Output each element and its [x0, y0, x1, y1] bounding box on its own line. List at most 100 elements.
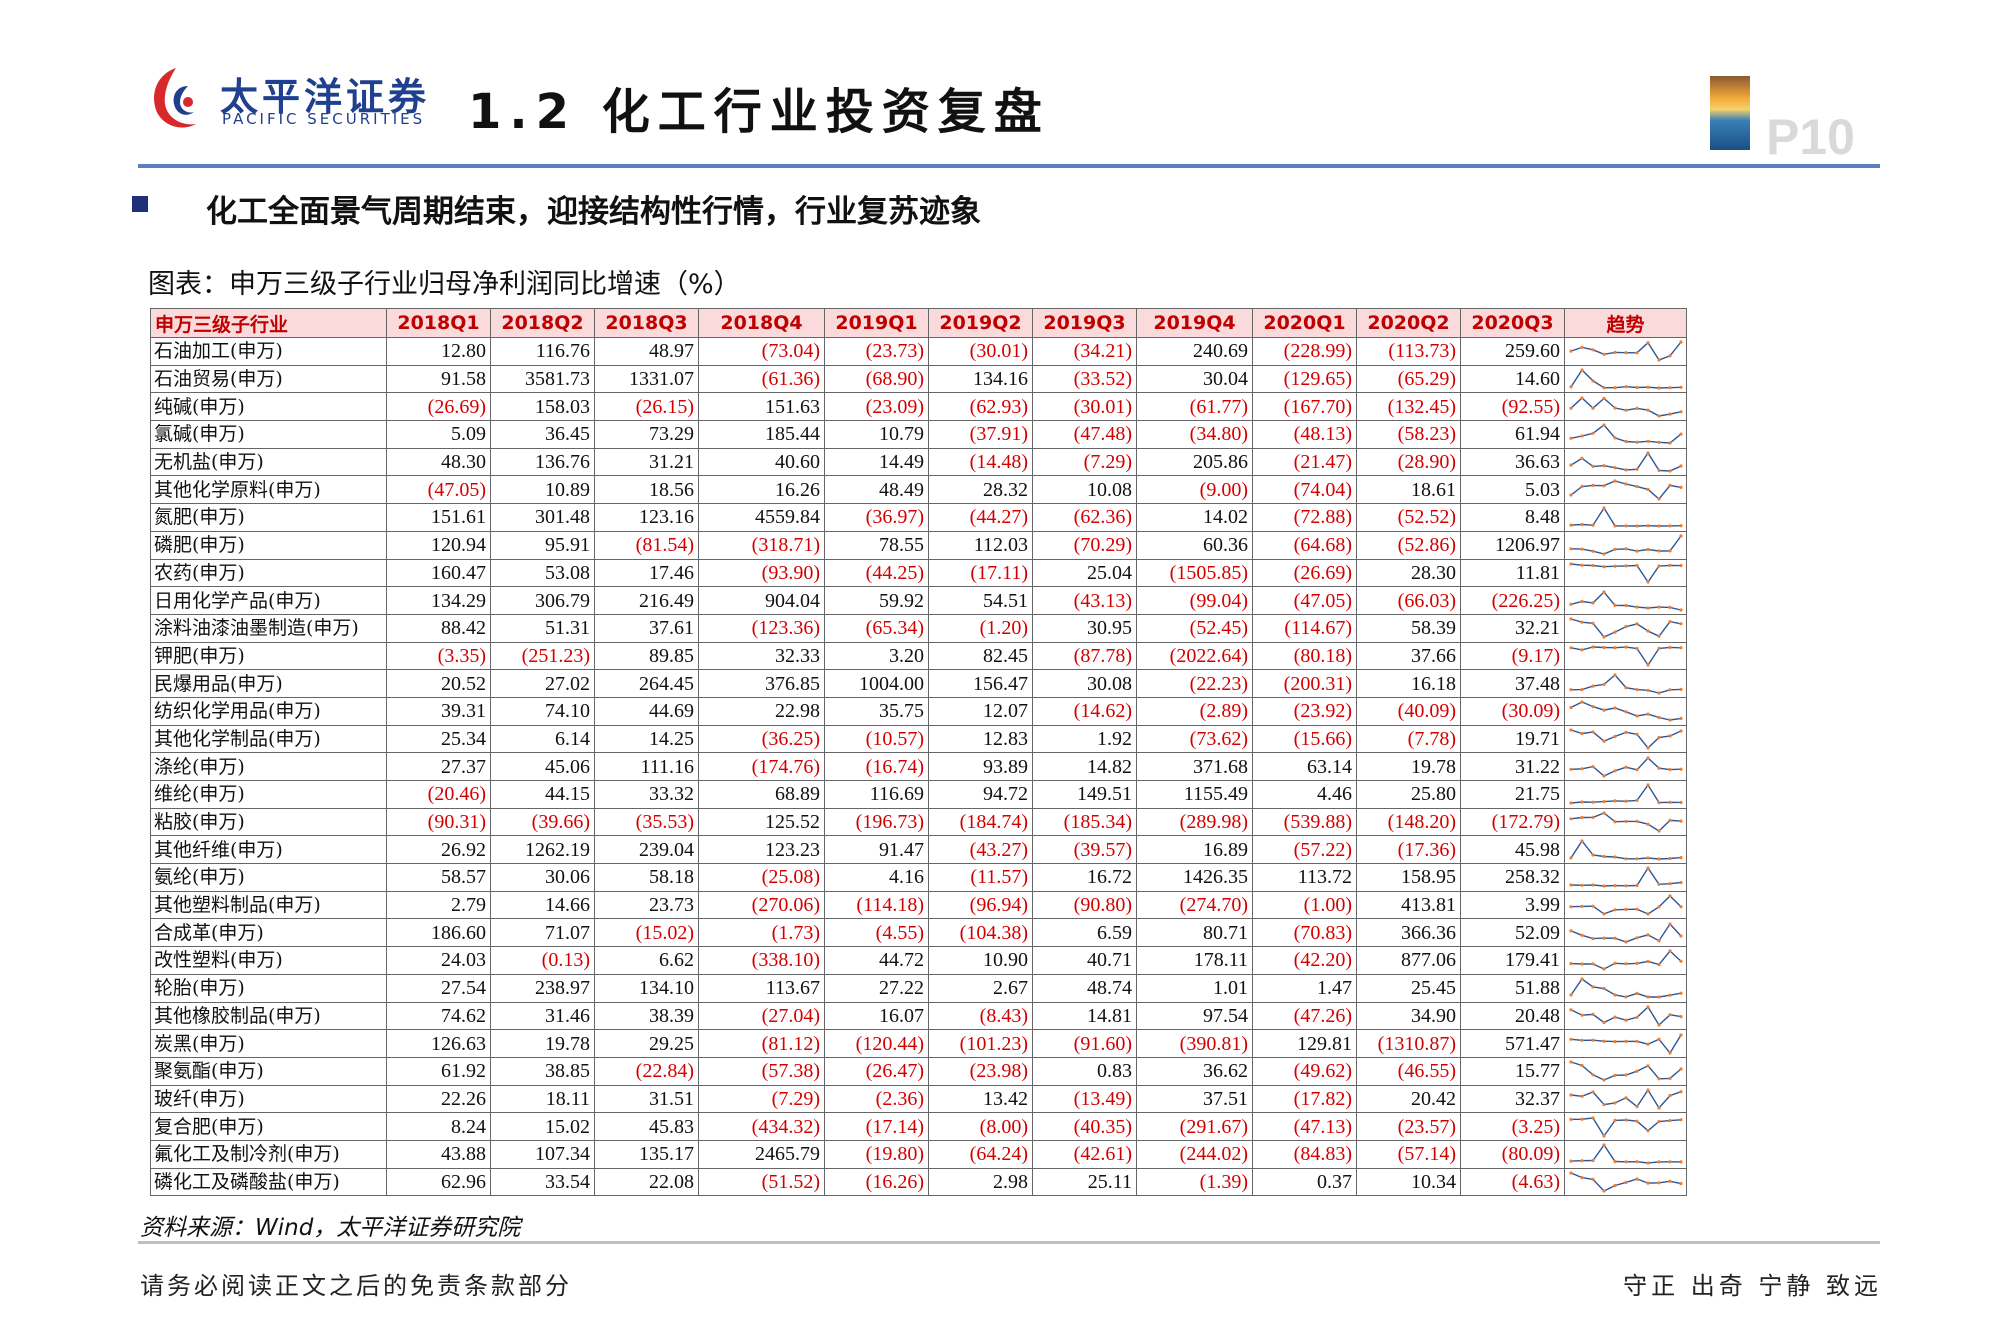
growth-value-cell: (20.46)	[386, 780, 491, 809]
growth-value-cell: 14.82	[1032, 752, 1137, 781]
sparkline-point	[1679, 717, 1683, 721]
sparkline-point	[1646, 605, 1650, 610]
growth-value-cell: 48.97	[594, 337, 699, 366]
trend-sparkline-cell	[1564, 973, 1687, 1003]
growth-value-cell: (17.11)	[928, 558, 1033, 588]
growth-value-cell: (270.06)	[698, 890, 825, 920]
trend-sparkline	[1569, 617, 1683, 639]
growth-value-cell: 48.49	[824, 475, 929, 505]
growth-value-cell: (23.09)	[824, 392, 929, 422]
growth-value-cell: (228.99)	[1252, 337, 1357, 366]
sparkline-point	[1591, 730, 1595, 734]
growth-value-cell: (49.62)	[1252, 1056, 1357, 1086]
table-row: 复合肥(申万) 8.24 15.02 45.83 (434.32) (17.14) (8.0…	[150, 1112, 1687, 1141]
growth-value-cell: (51.52)	[698, 1167, 825, 1197]
growth-value-cell: (174.76)	[698, 752, 825, 781]
sparkline-line	[1570, 535, 1682, 555]
sparkline-point	[1679, 340, 1683, 344]
sparkline-point	[1613, 1015, 1617, 1019]
footer-divider	[138, 1241, 1880, 1244]
growth-value-cell: 14.49	[824, 447, 929, 477]
table-row: 无机盐(申万) 48.30 136.76 31.21 40.60 14.49 (14.48)…	[150, 447, 1687, 477]
sparkline-point	[1679, 960, 1683, 964]
growth-value-cell: 17.46	[594, 558, 699, 588]
sparkline-point	[1635, 732, 1639, 736]
sparkline-point	[1624, 351, 1628, 355]
growth-value-cell: (8.00)	[928, 1112, 1033, 1141]
sparkline-point	[1657, 1023, 1661, 1027]
growth-value-cell: (57.38)	[698, 1056, 825, 1086]
growth-value-cell: (17.36)	[1356, 835, 1461, 865]
sparkline-point	[1679, 1181, 1683, 1186]
growth-value-cell: 73.29	[594, 420, 699, 449]
growth-value-cell: 27.37	[386, 752, 491, 781]
growth-value-cell: (43.27)	[928, 835, 1033, 865]
sparkline-point	[1646, 341, 1650, 345]
growth-value-cell: (47.13)	[1252, 1112, 1357, 1141]
sparkline-point	[1613, 706, 1617, 710]
trend-sparkline	[1569, 340, 1683, 362]
sparkline-point	[1624, 1039, 1628, 1043]
sparkline-point	[1646, 1042, 1650, 1046]
sparkline-point	[1657, 829, 1661, 833]
sparkline-point	[1591, 524, 1595, 528]
trend-sparkline	[1569, 1088, 1683, 1110]
growth-value-cell: 371.68	[1136, 752, 1253, 781]
column-header: 2019Q3	[1032, 308, 1137, 338]
source-note: 资料来源：Wind，太平洋证券研究院	[140, 1215, 521, 1241]
table-row: 氟化工及制冷剂(申万) 43.88 107.34 135.17 2465.79 (19.8…	[150, 1139, 1687, 1169]
growth-value-cell: (27.04)	[698, 1001, 825, 1031]
sparkline-point	[1602, 739, 1606, 743]
growth-value-cell: (84.83)	[1252, 1139, 1357, 1169]
sparkline-point	[1613, 630, 1617, 634]
sparkline-point	[1668, 563, 1672, 567]
growth-value-cell: (62.93)	[928, 392, 1033, 422]
sparkline-point	[1602, 1039, 1606, 1043]
sparkline-point	[1635, 406, 1639, 410]
growth-value-cell: 2.67	[928, 973, 1033, 1003]
sparkline-point	[1602, 552, 1606, 556]
table-row: 农药(申万) 160.47 53.08 17.46 (93.90) (44.25) (17.…	[150, 558, 1687, 588]
sparkline-point	[1580, 1094, 1584, 1098]
sparkline-point	[1602, 1102, 1606, 1107]
sparkline-point	[1646, 385, 1650, 389]
growth-value-cell: 51.31	[490, 613, 595, 643]
growth-value-cell: 123.16	[594, 503, 699, 532]
sparkline-point	[1591, 563, 1595, 567]
sparkline-point	[1646, 822, 1650, 826]
subindustry-name: 维纶(申万)	[150, 780, 387, 809]
sparkline-point	[1646, 1181, 1650, 1185]
growth-value-cell: 16.89	[1136, 835, 1253, 865]
growth-value-cell: (57.22)	[1252, 835, 1357, 865]
company-motto: 守正 出奇 宁静 致远	[1623, 1272, 1882, 1300]
trend-sparkline	[1569, 1115, 1683, 1138]
growth-value-cell: 71.07	[490, 918, 595, 948]
sparkline-point	[1668, 1093, 1672, 1098]
sparkline-point	[1613, 962, 1617, 966]
growth-value-cell: 25.34	[386, 724, 491, 754]
trend-sparkline-cell	[1564, 918, 1687, 948]
growth-value-cell: 8.24	[386, 1112, 491, 1141]
sparkline-point	[1602, 774, 1606, 778]
sparkline-point	[1657, 1160, 1661, 1164]
growth-value-cell: (17.82)	[1252, 1084, 1357, 1114]
growth-value-cell: (2.36)	[824, 1084, 929, 1114]
sparkline-point	[1668, 620, 1672, 624]
sparkline-point	[1624, 1096, 1628, 1100]
trend-sparkline-cell	[1564, 1139, 1687, 1169]
growth-value-cell: 366.36	[1356, 918, 1461, 948]
growth-value-cell: 116.76	[490, 337, 595, 366]
growth-value-cell: (148.20)	[1356, 807, 1461, 837]
growth-value-cell: 6.14	[490, 724, 595, 754]
growth-value-cell: (87.78)	[1032, 641, 1137, 671]
growth-value-cell: 136.76	[490, 447, 595, 477]
sparkline-point	[1591, 815, 1595, 820]
growth-value-cell: 151.63	[698, 392, 825, 422]
trend-sparkline	[1569, 922, 1683, 944]
sparkline-point	[1569, 385, 1573, 389]
pacific-logo-icon	[154, 68, 196, 128]
growth-value-cell: 264.45	[594, 669, 699, 698]
logo-english-name: PACIFIC SECURITIES	[222, 110, 426, 128]
trend-sparkline-cell	[1564, 420, 1687, 449]
sparkline-point	[1580, 346, 1584, 350]
